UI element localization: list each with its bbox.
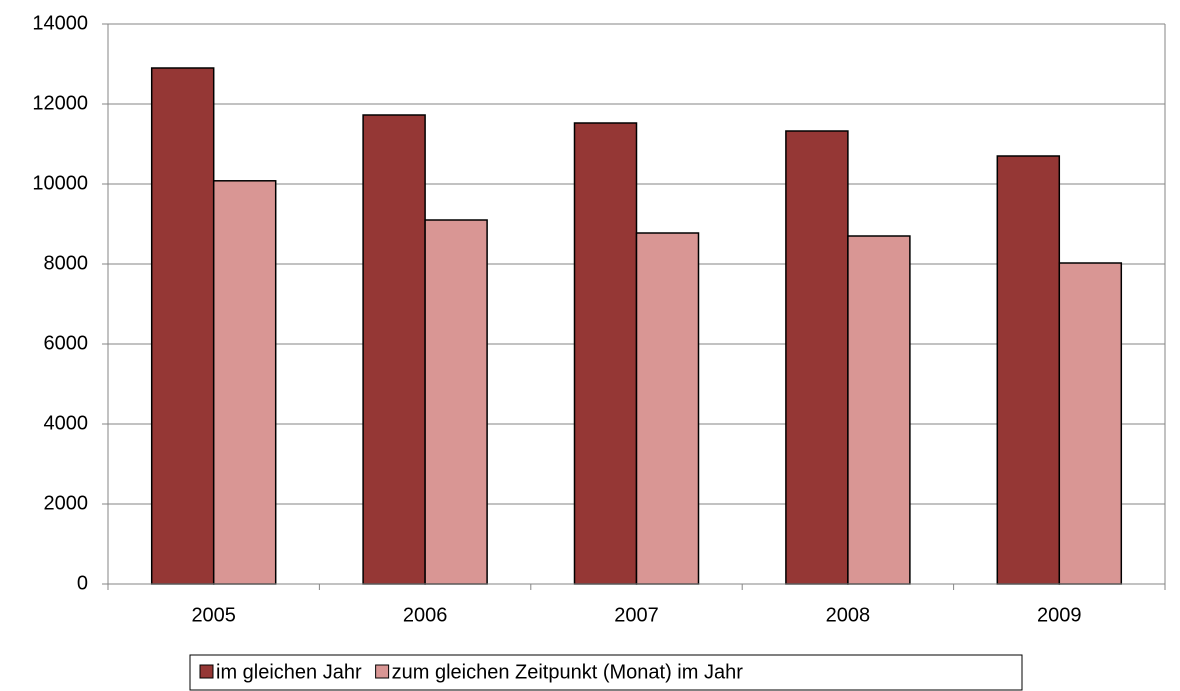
- x-tick-label: 2009: [1037, 604, 1082, 626]
- x-tick-label: 2005: [191, 604, 236, 626]
- legend-swatch: [199, 664, 214, 679]
- x-tick-label: 2007: [614, 604, 659, 626]
- y-tick-label: 0: [77, 572, 88, 594]
- legend-label: zum gleichen Zeitpunkt (Monat) im Jahr: [392, 661, 744, 683]
- y-tick-label: 12000: [32, 92, 88, 114]
- bar: [362, 114, 426, 585]
- y-tick-label: 14000: [32, 12, 88, 34]
- legend-label: im gleichen Jahr: [216, 661, 362, 683]
- legend-swatch: [375, 664, 390, 679]
- bar: [150, 67, 215, 585]
- legend: [189, 654, 1023, 691]
- bar: [573, 122, 638, 585]
- bar: [996, 155, 1061, 585]
- bar: [785, 130, 849, 585]
- bar: [212, 180, 277, 585]
- y-tick-label: 6000: [44, 332, 89, 354]
- bar: [1058, 262, 1123, 585]
- bar: [424, 219, 488, 585]
- y-tick-label: 2000: [44, 492, 89, 514]
- y-tick-label: 10000: [32, 172, 88, 194]
- y-tick-label: 8000: [44, 252, 89, 274]
- bar: [635, 232, 700, 585]
- y-tick-label: 4000: [44, 412, 89, 434]
- x-tick-label: 2006: [403, 604, 448, 626]
- x-tick-label: 2008: [826, 604, 871, 626]
- bar: [847, 235, 911, 585]
